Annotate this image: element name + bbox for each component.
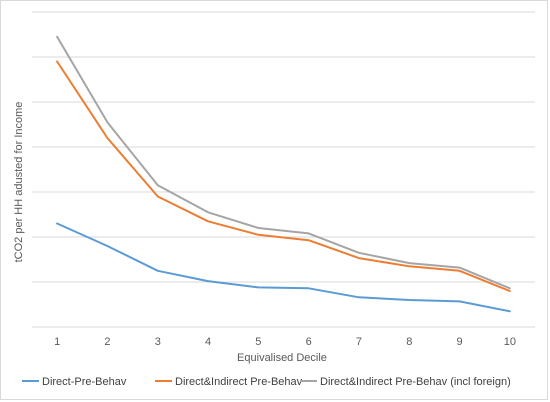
x-tick-label: 8: [406, 336, 412, 348]
x-axis-tick-labels: 1 2 3 4 5 6 7 8 9 10: [54, 336, 516, 348]
legend-label: Direct-Pre-Behav: [42, 376, 127, 388]
x-tick-label: 10: [504, 336, 516, 348]
series-line-2: [56, 60, 511, 292]
x-tick-label: 2: [104, 336, 110, 348]
legend-item-1: Direct-Pre-Behav: [22, 376, 127, 388]
series-line-3: [56, 35, 511, 290]
legend: Direct-Pre-Behav Direct&Indirect Pre-Beha…: [22, 376, 511, 388]
x-tick-label: 4: [205, 336, 211, 348]
x-tick-label: 9: [456, 336, 462, 348]
x-tick-label: 6: [306, 336, 312, 348]
x-axis-label: Equivalised Decile: [237, 352, 327, 364]
gridlines: [32, 11, 535, 328]
legend-item-2: Direct&Indirect Pre-Behav: [155, 376, 303, 388]
x-tick-label: 5: [255, 336, 261, 348]
series-lines: [56, 35, 511, 313]
x-tick-label: 7: [356, 336, 362, 348]
legend-item-3: Direct&Indirect Pre-Behav (incl foreign): [300, 376, 511, 388]
legend-label: Direct&Indirect Pre-Behav (incl foreign): [320, 376, 511, 388]
legend-label: Direct&Indirect Pre-Behav: [175, 376, 303, 388]
y-axis-label: tCO2 per HH adusted for Income: [13, 102, 25, 263]
x-tick-label: 1: [54, 336, 60, 348]
x-tick-label: 3: [155, 336, 161, 348]
series-line-1: [56, 222, 511, 313]
